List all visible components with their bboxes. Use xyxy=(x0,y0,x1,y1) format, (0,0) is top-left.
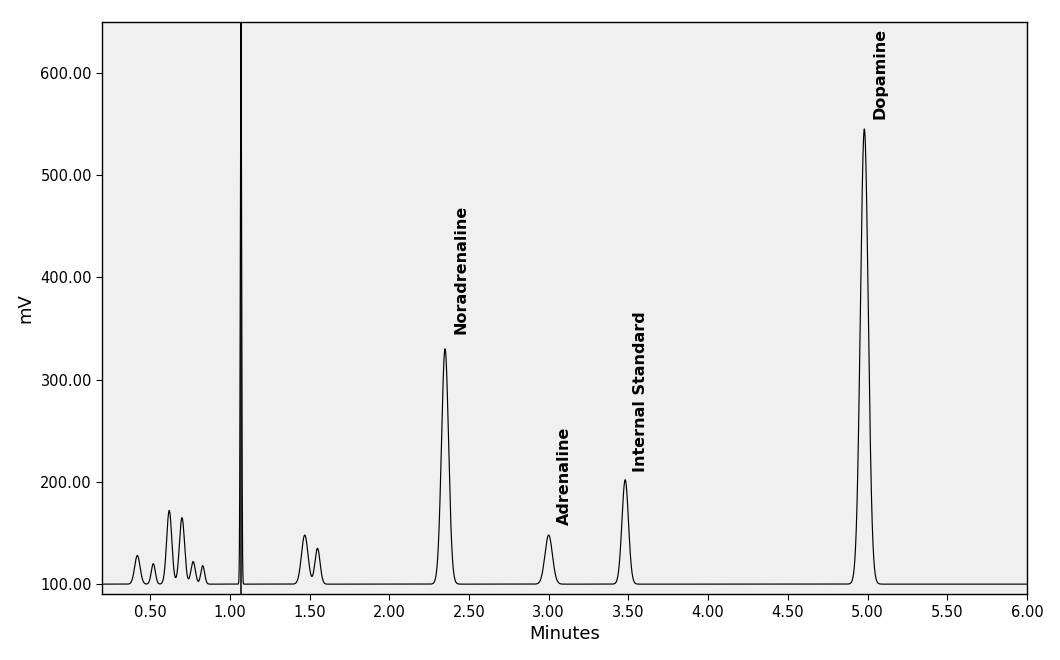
Text: Noradrenaline: Noradrenaline xyxy=(453,205,469,333)
X-axis label: Minutes: Minutes xyxy=(529,625,600,644)
Text: Internal Standard: Internal Standard xyxy=(633,311,648,472)
Y-axis label: mV: mV xyxy=(17,293,35,323)
Text: Adrenaline: Adrenaline xyxy=(556,426,571,525)
Text: Dopamine: Dopamine xyxy=(872,28,887,119)
